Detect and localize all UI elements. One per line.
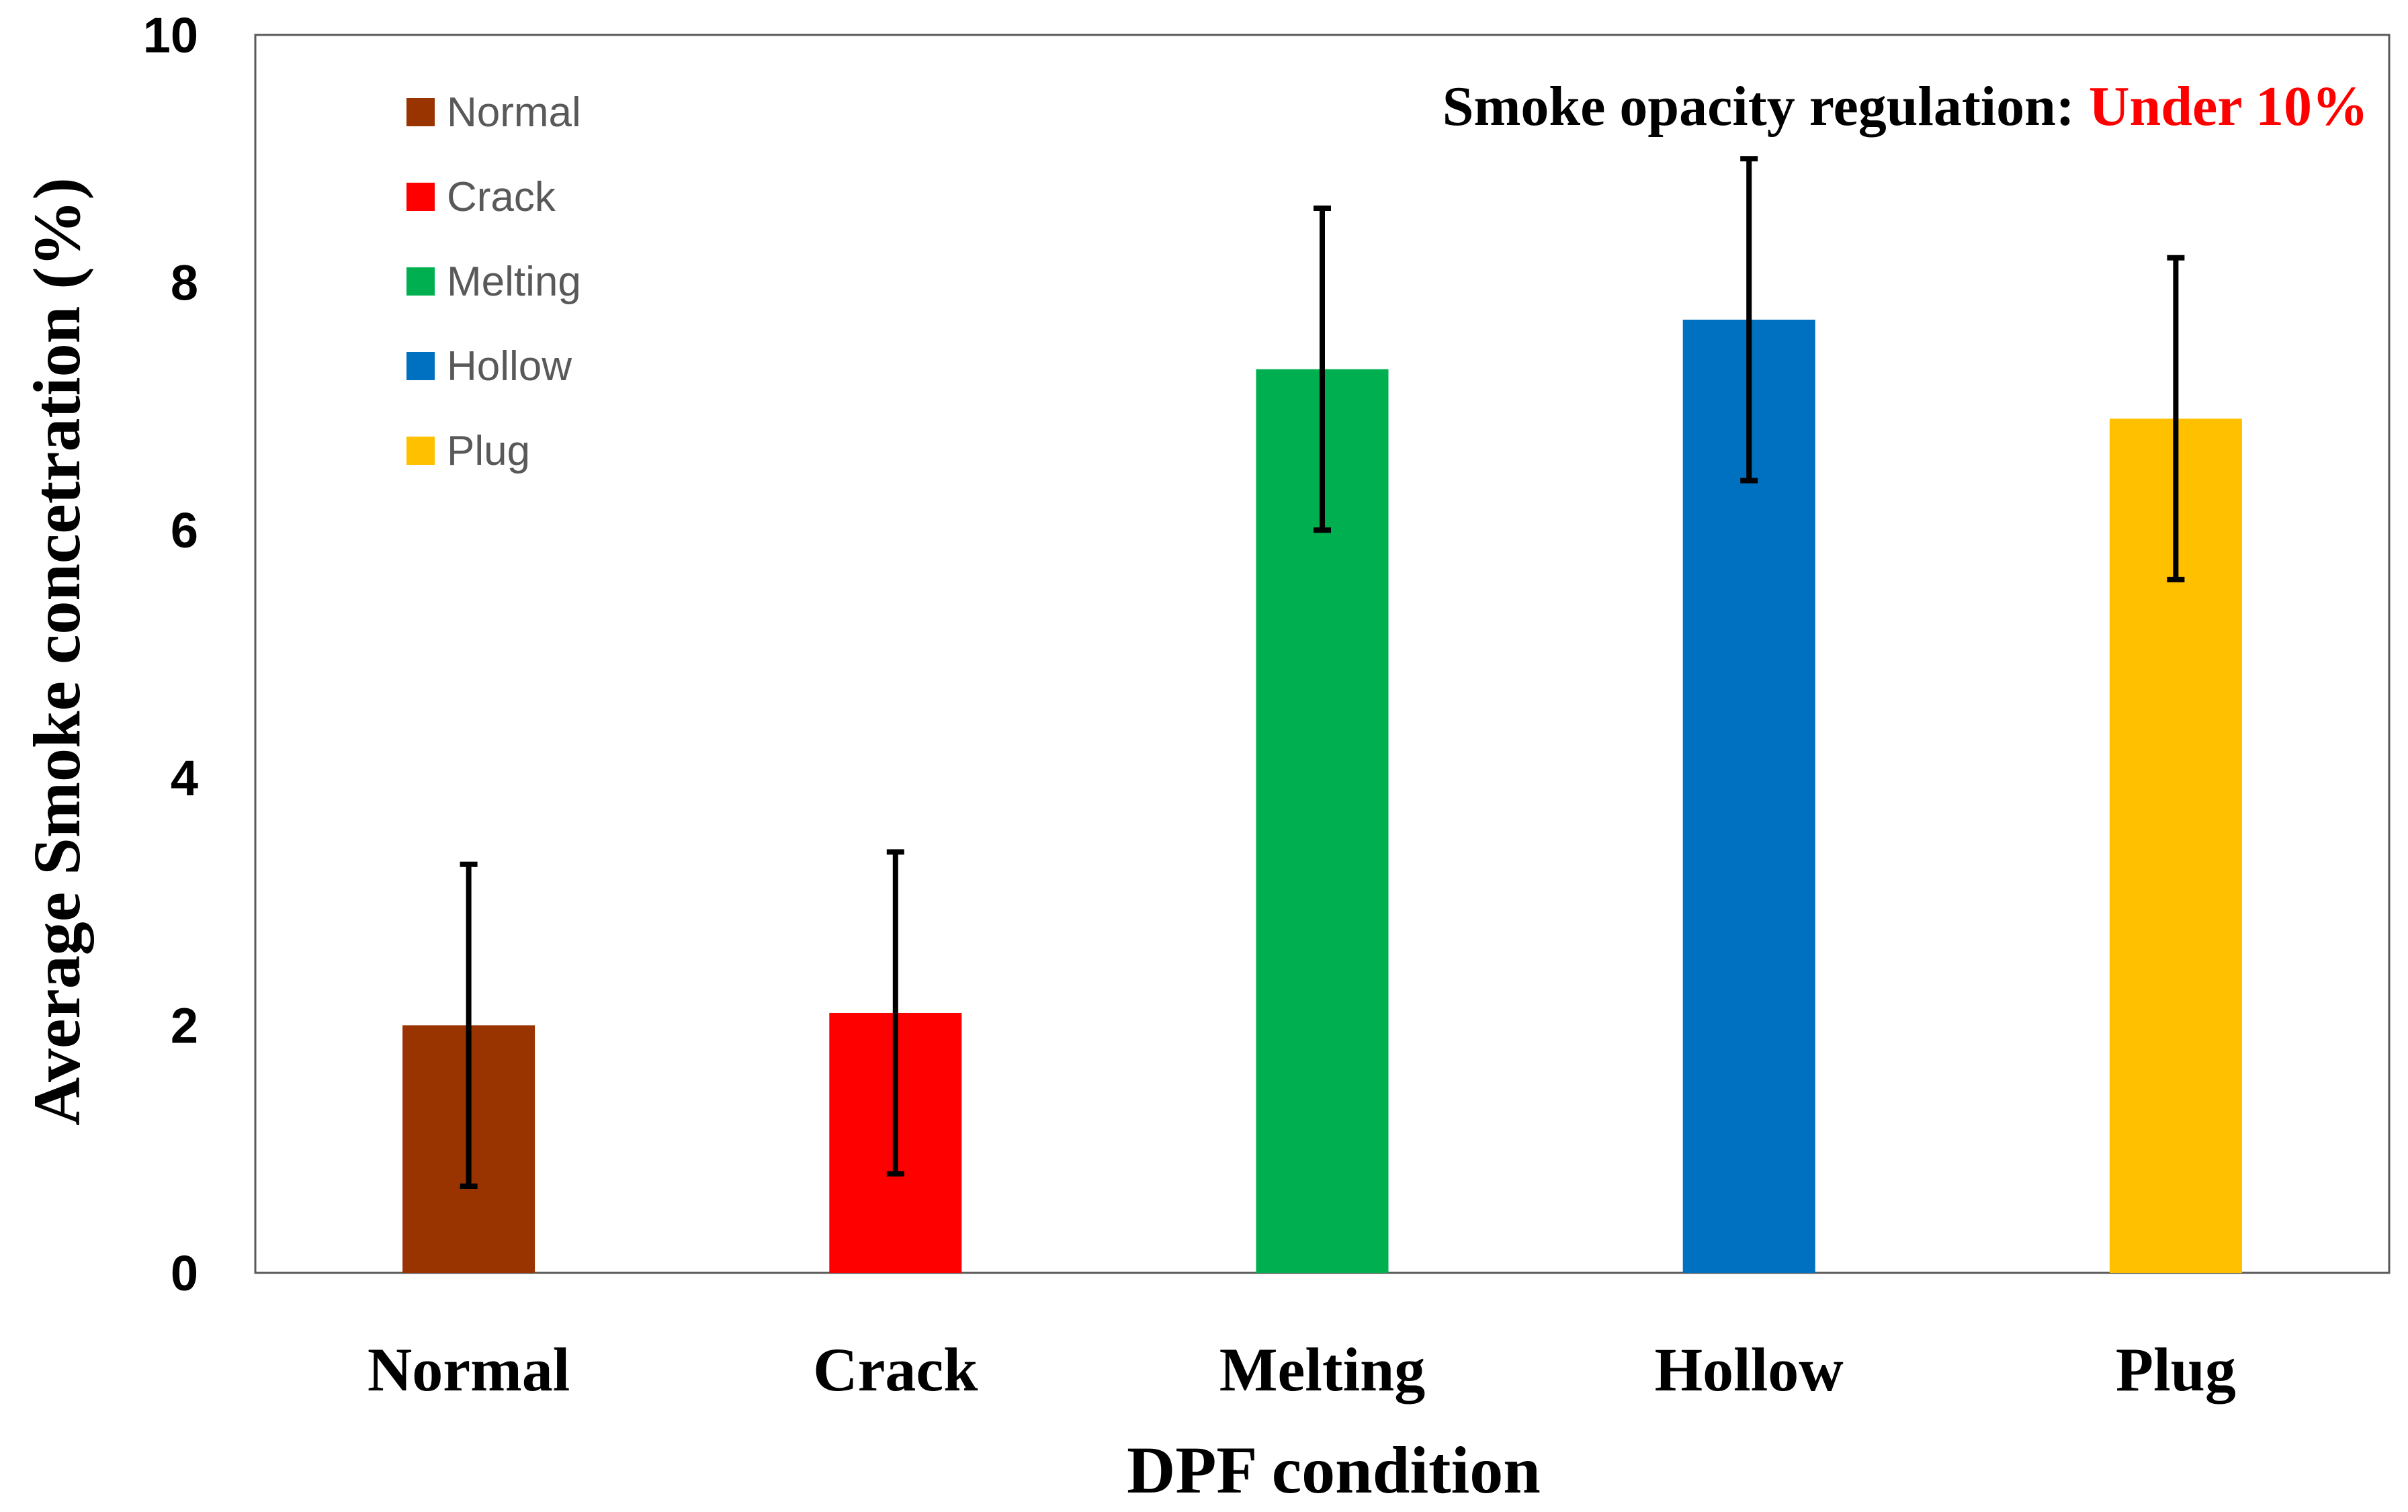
error-bar-hollow bbox=[1740, 156, 1758, 484]
bars bbox=[402, 319, 2242, 1273]
legend: Normal Crack Melting Hollow Plug bbox=[406, 89, 581, 474]
x-category-label: Crack bbox=[813, 1335, 978, 1404]
y-axis-label: Average Smoke concetration (%) bbox=[19, 177, 94, 1126]
x-axis-categories: Normal Crack Melting Hollow Plug bbox=[368, 1335, 2236, 1404]
legend-swatch bbox=[406, 98, 435, 126]
legend-label: Plug bbox=[447, 428, 530, 474]
legend-item-hollow: Hollow bbox=[406, 343, 572, 390]
legend-label: Hollow bbox=[447, 343, 572, 390]
legend-swatch bbox=[406, 183, 435, 211]
x-axis-label: DPF condition bbox=[1127, 1433, 1541, 1507]
legend-swatch bbox=[406, 437, 435, 465]
annotation-prefix: Smoke opacity regulation: bbox=[1443, 75, 2089, 138]
y-axis-ticks: 0 2 4 6 8 10 bbox=[143, 7, 198, 1301]
error-bar-melting bbox=[1314, 206, 1331, 533]
y-tick-label: 6 bbox=[171, 502, 198, 558]
annotation-highlight: Under 10% bbox=[2089, 75, 2368, 138]
error-bar-crack bbox=[886, 849, 904, 1177]
y-tick-label: 10 bbox=[143, 7, 198, 63]
y-tick-label: 2 bbox=[171, 997, 198, 1053]
x-category-label: Normal bbox=[368, 1335, 570, 1404]
legend-item-plug: Plug bbox=[406, 428, 530, 474]
y-tick-label: 0 bbox=[171, 1245, 198, 1301]
x-category-label: Melting bbox=[1219, 1335, 1426, 1404]
error-bar-normal bbox=[460, 861, 478, 1189]
legend-label: Crack bbox=[447, 174, 556, 220]
x-category-label: Hollow bbox=[1655, 1335, 1844, 1404]
legend-swatch bbox=[406, 267, 435, 296]
error-bar-plug bbox=[2167, 255, 2185, 582]
y-tick-label: 4 bbox=[171, 750, 198, 806]
legend-item-melting: Melting bbox=[406, 259, 581, 305]
legend-item-normal: Normal bbox=[406, 89, 581, 136]
legend-label: Normal bbox=[447, 89, 581, 136]
error-bars bbox=[460, 156, 2185, 1189]
legend-label: Melting bbox=[447, 259, 581, 305]
legend-item-crack: Crack bbox=[406, 174, 556, 220]
legend-swatch bbox=[406, 352, 435, 380]
x-category-label: Plug bbox=[2116, 1335, 2236, 1404]
regulation-annotation: Smoke opacity regulation: Under 10% bbox=[1443, 75, 2368, 138]
y-tick-label: 8 bbox=[171, 255, 198, 311]
